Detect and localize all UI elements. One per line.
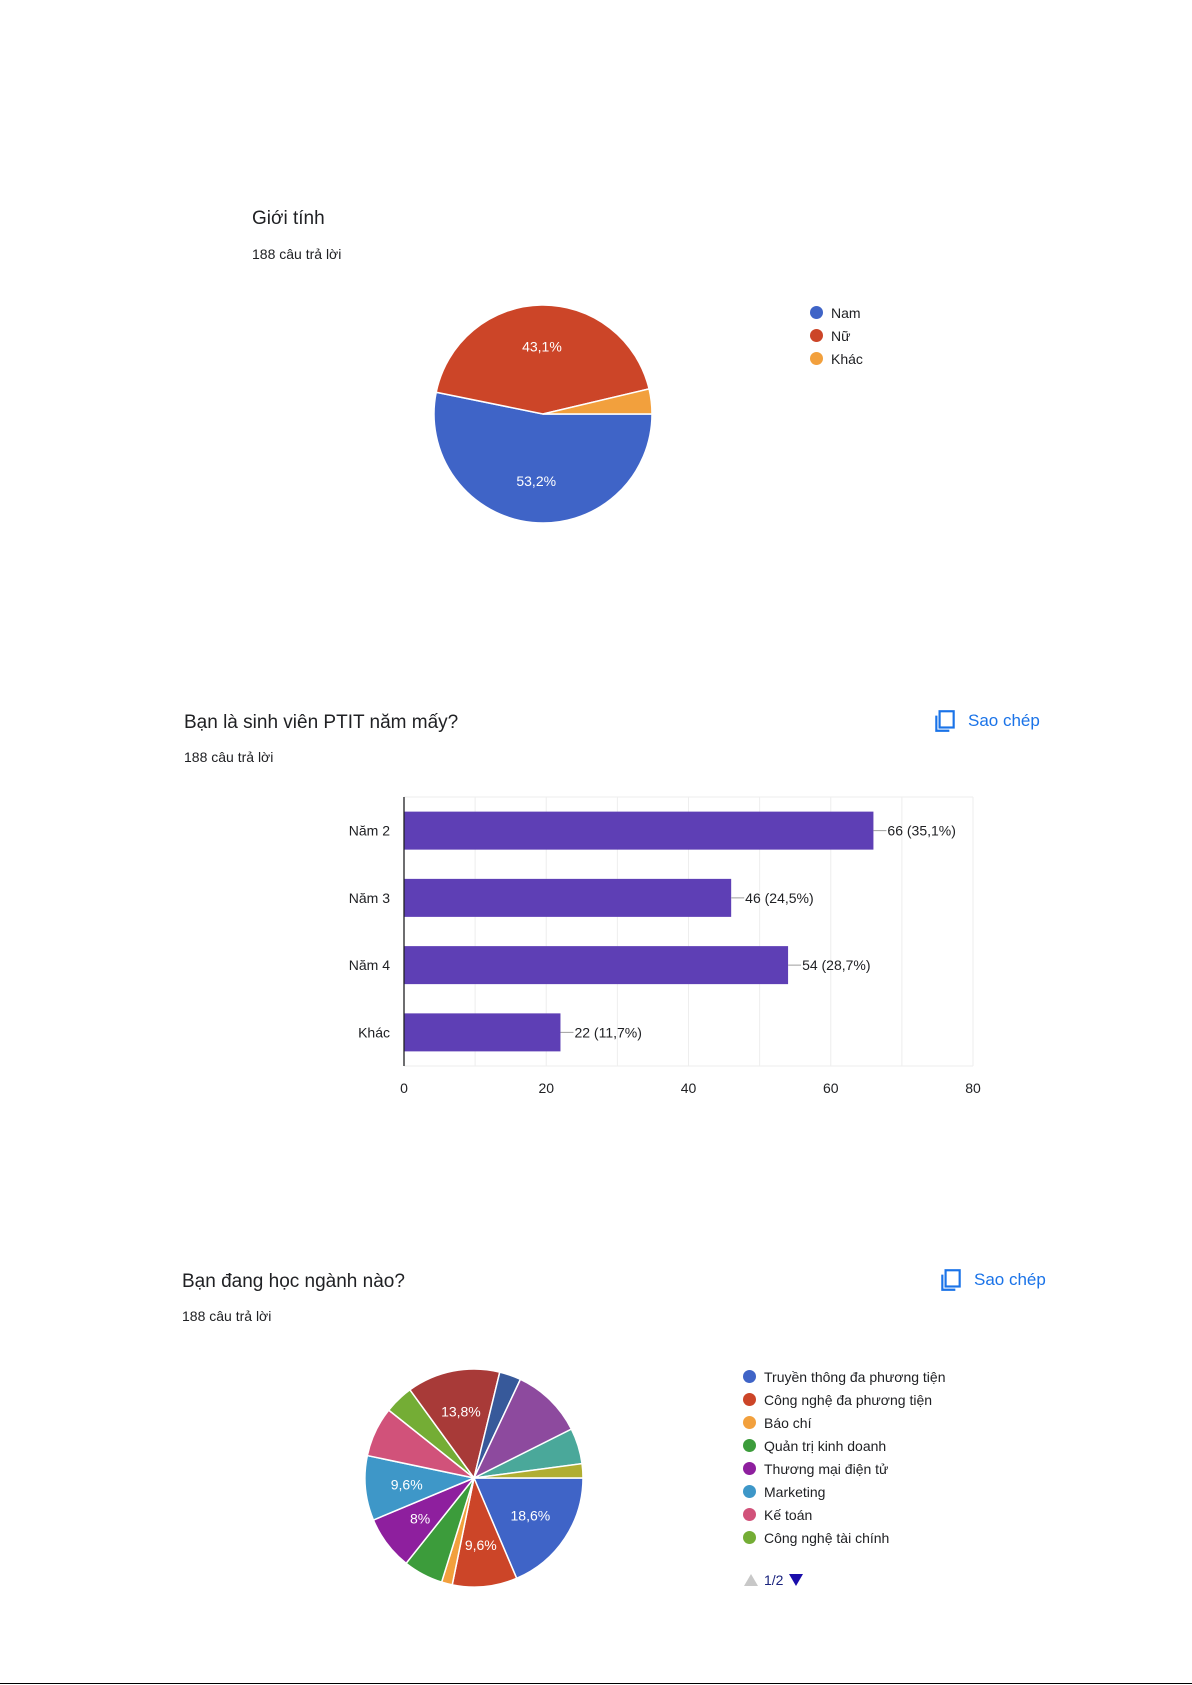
pie-slice xyxy=(472,1477,584,1580)
legend-swatch xyxy=(743,1462,756,1475)
legend-label: Marketing xyxy=(764,1483,826,1500)
response-count: 188 câu trả lời xyxy=(182,1308,272,1324)
gender-pie-chart: 53,2% 43,1% xyxy=(433,304,653,524)
pie-slice xyxy=(542,387,653,415)
legend-item: Truyền thông đa phương tiện xyxy=(743,1365,946,1388)
data-label: 22 (11,7%) xyxy=(574,1024,641,1040)
copy-icon xyxy=(941,1269,961,1291)
legend-label: Công nghệ tài chính xyxy=(764,1529,890,1546)
legend-swatch xyxy=(743,1416,756,1429)
slice-label: 13,8% xyxy=(441,1404,481,1420)
major-legend: Truyền thông đa phương tiện Công nghệ đa … xyxy=(743,1365,946,1549)
legend-pager: 1/2 xyxy=(744,1572,804,1588)
legend-swatch xyxy=(743,1393,756,1406)
bar xyxy=(404,811,874,850)
legend-swatch xyxy=(743,1531,756,1544)
legend-label: Nữ xyxy=(831,327,851,344)
slice-label: 9,6% xyxy=(465,1537,497,1553)
category-label: Năm 3 xyxy=(349,890,390,906)
legend-item: Công nghệ đa phương tiện xyxy=(743,1388,946,1411)
legend-item: Báo chí xyxy=(743,1411,946,1434)
slice-label: 53,2% xyxy=(516,473,556,489)
pie-slice xyxy=(433,391,653,524)
slice-label: 43,1% xyxy=(522,338,562,354)
gender-legend: Nam Nữ Khác xyxy=(810,301,863,370)
legend-label: Khác xyxy=(831,350,863,367)
page-down-icon[interactable] xyxy=(789,1574,804,1586)
legend-swatch xyxy=(743,1439,756,1452)
question-title: Bạn đang học ngành nào? xyxy=(182,1271,405,1292)
slice-label: 18,6% xyxy=(511,1507,551,1523)
page-bottom-rule xyxy=(0,1683,1192,1684)
legend-item: Công nghệ tài chính xyxy=(743,1526,946,1549)
data-label: 46 (24,5%) xyxy=(745,890,813,906)
x-tick-label: 40 xyxy=(681,1080,697,1096)
year-section: Bạn là sinh viên PTIT năm mấy? 188 câu t… xyxy=(184,708,1040,1096)
legend-label: Kế toán xyxy=(764,1506,813,1523)
copy-label: Sao chép xyxy=(974,1270,1046,1289)
legend-item: Nam xyxy=(810,301,863,324)
slice-label: 8% xyxy=(410,1511,430,1527)
legend-label: Công nghệ đa phương tiện xyxy=(764,1391,933,1408)
response-count: 188 câu trả lời xyxy=(252,246,342,262)
legend-swatch xyxy=(743,1508,756,1521)
legend-swatch xyxy=(810,352,823,365)
bar xyxy=(404,878,732,917)
page-up-icon[interactable] xyxy=(744,1574,758,1586)
category-label: Năm 2 xyxy=(349,823,390,839)
pie-slice xyxy=(473,1462,584,1479)
legend-item: Khác xyxy=(810,347,863,370)
x-tick-label: 20 xyxy=(538,1080,554,1096)
legend-label: Quản trị kinh doanh xyxy=(764,1437,887,1454)
question-title: Giới tính xyxy=(252,208,325,229)
year-bar-chart: Năm 2 66 (35,1%) Năm 3 46 (24,5%) Năm 4 54 (2… xyxy=(349,796,981,1096)
copy-button[interactable]: Sao chép xyxy=(938,1267,1046,1293)
question-title: Bạn là sinh viên PTIT năm mấy? xyxy=(184,712,459,733)
copy-button[interactable]: Sao chép xyxy=(932,708,1040,734)
x-tick-label: 0 xyxy=(400,1080,408,1096)
legend-label: Báo chí xyxy=(764,1414,812,1431)
legend-swatch xyxy=(810,329,823,342)
legend-swatch xyxy=(810,306,823,319)
x-tick-label: 60 xyxy=(823,1080,839,1096)
legend-swatch xyxy=(743,1485,756,1498)
x-tick-label: 80 xyxy=(965,1080,981,1096)
copy-icon xyxy=(935,710,955,732)
data-label: 54 (28,7%) xyxy=(802,957,870,973)
category-label: Năm 4 xyxy=(349,957,390,973)
bar xyxy=(404,1013,561,1052)
pie-slice xyxy=(408,1368,501,1480)
slice-label: 9,6% xyxy=(391,1476,423,1492)
legend-item: Nữ xyxy=(810,324,863,347)
legend-label: Nam xyxy=(831,304,861,321)
category-label: Khác xyxy=(358,1024,390,1040)
legend-label: Truyền thông đa phương tiện xyxy=(764,1368,946,1385)
legend-item: Kế toán xyxy=(743,1503,946,1526)
gender-section: Giới tính 188 câu trả lời 53,2% 43,1% Nam… xyxy=(0,0,1192,560)
legend-item: Thương mại điện tử xyxy=(743,1457,946,1480)
data-label: 66 (35,1%) xyxy=(887,823,955,839)
pie-slice xyxy=(472,1378,573,1480)
legend-swatch xyxy=(743,1370,756,1383)
legend-label: Thương mại điện tử xyxy=(764,1460,889,1477)
legend-item: Marketing xyxy=(743,1480,946,1503)
page-indicator: 1/2 xyxy=(764,1572,784,1588)
pie-slice xyxy=(435,304,650,415)
bar xyxy=(404,946,789,985)
copy-label: Sao chép xyxy=(968,711,1040,730)
legend-item: Quản trị kinh doanh xyxy=(743,1434,946,1457)
response-count: 188 câu trả lời xyxy=(184,749,274,765)
